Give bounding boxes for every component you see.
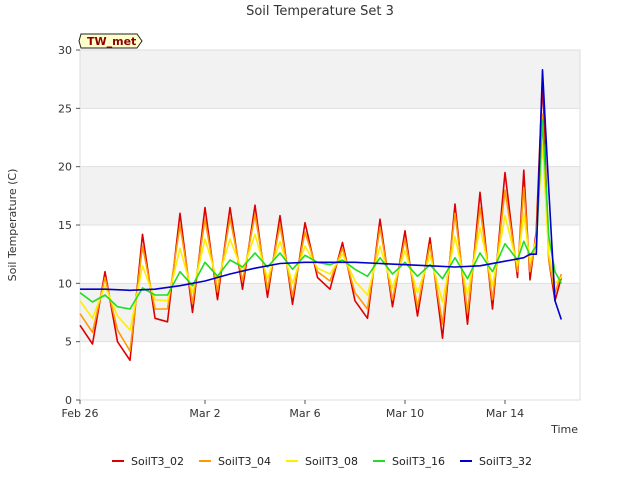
grid-band [80,166,580,225]
legend-label: SoilT3_08 [305,455,358,468]
series-lines [79,69,563,362]
series-line-soilt3-04 [79,113,563,352]
y-tick-label: 15 [58,219,72,232]
y-tick-label: 10 [58,277,72,290]
annotation-label: TW_met [87,35,136,48]
x-tick-label: Mar 2 [189,407,220,420]
legend-label: SoilT3_04 [218,455,271,468]
y-tick-label: 30 [58,44,72,57]
y-tick-label: 25 [58,102,72,115]
y-tick-label: 5 [65,336,72,349]
grid-band [80,50,580,109]
y-tick-label: 20 [58,161,72,174]
x-axis-title: Time [550,423,578,436]
x-tick-label: Mar 14 [486,407,524,420]
series-line-soilt3-08 [79,142,562,331]
y-axis-title: Soil Temperature (C) [6,169,19,282]
series-line-soilt3-32 [80,69,563,320]
plot-area [79,49,581,401]
legend-label: SoilT3_16 [392,455,445,468]
y-axis: 0 5 10 15 20 25 30 [58,44,80,407]
x-tick-label: Mar 10 [386,407,424,420]
x-tick-label: Mar 6 [289,407,320,420]
annotation-badge: TW_met [78,33,143,49]
grid-band [80,283,580,342]
x-axis: Feb 26 Mar 2 Mar 6 Mar 10 Mar 14 [62,400,524,420]
y-tick-label: 0 [65,394,72,407]
legend: SoilT3_02 SoilT3_04 SoilT3_08 SoilT3_16 Soil… [112,455,532,468]
legend-label: SoilT3_32 [479,455,532,468]
x-tick-label: Feb 26 [62,407,99,420]
series-line-soilt3-16 [79,119,563,310]
legend-label: SoilT3_02 [131,455,184,468]
series-line-soilt3-02 [79,78,563,362]
chart-title: Soil Temperature Set 3 [246,4,394,19]
